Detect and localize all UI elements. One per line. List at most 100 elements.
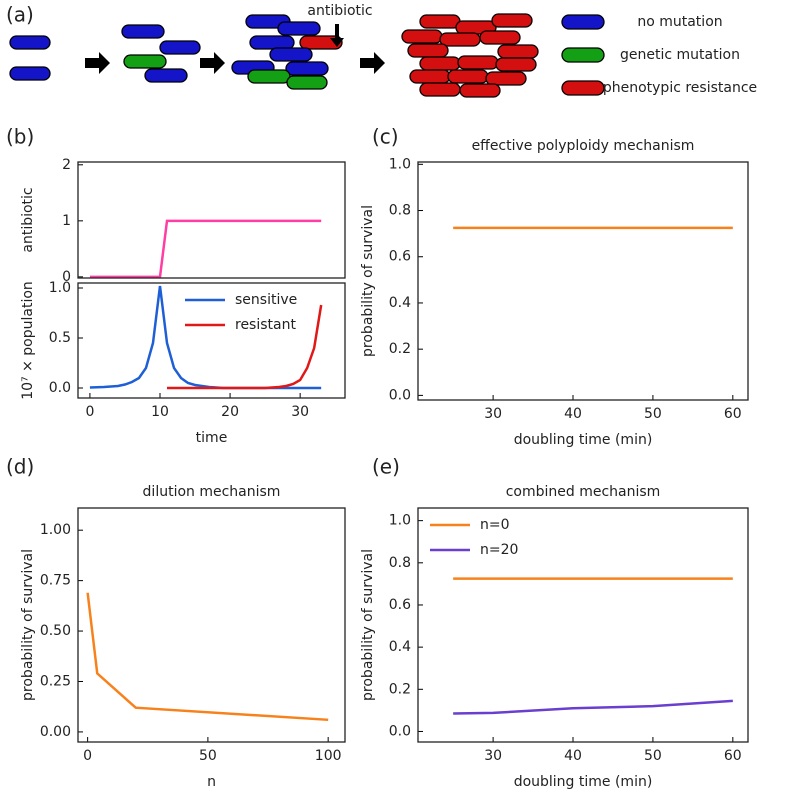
cell xyxy=(247,69,291,84)
x-axis-label: doubling time (min) xyxy=(514,774,653,790)
cell xyxy=(419,14,461,29)
x-tick-label: 20 xyxy=(221,404,239,420)
y-tick-label: 0.75 xyxy=(40,573,71,589)
y-axis-label: antibiotic xyxy=(20,187,36,252)
y-tick-label: 0.2 xyxy=(389,681,411,697)
x-tick-label: 30 xyxy=(291,404,309,420)
cell xyxy=(9,66,51,81)
y-tick-label: 1 xyxy=(62,213,71,229)
cell xyxy=(439,32,481,47)
x-axis-label: time xyxy=(196,430,228,446)
x-tick-label: 40 xyxy=(564,406,582,422)
chart-title: combined mechanism xyxy=(506,484,661,500)
y-axis-label: probability of survival xyxy=(360,205,376,357)
legend-label: n=0 xyxy=(480,517,510,533)
arrow xyxy=(85,52,110,74)
cell xyxy=(495,57,537,72)
x-tick-label: 0 xyxy=(83,748,92,764)
diagram: (a) antibiotic xyxy=(6,3,539,98)
x-tick-label: 0 xyxy=(85,404,94,420)
axes-frame xyxy=(417,161,749,401)
panel-label: (c) xyxy=(372,125,399,149)
data-line xyxy=(89,219,322,279)
y-axis-label: probability of survival xyxy=(360,549,376,701)
x-axis-label: doubling time (min) xyxy=(514,432,653,448)
x-tick-label: 50 xyxy=(644,748,662,764)
y-tick-label: 1.0 xyxy=(49,280,71,296)
x-tick-label: 50 xyxy=(644,406,662,422)
legend-swatch xyxy=(561,14,605,30)
data-line xyxy=(86,592,329,722)
legend-label: n=20 xyxy=(480,542,518,558)
x-tick-label: 60 xyxy=(724,406,742,422)
x-tick-label: 40 xyxy=(564,748,582,764)
cell xyxy=(249,35,295,50)
legend-swatch xyxy=(561,47,605,63)
axes-frame xyxy=(417,507,749,743)
x-tick-label: 10 xyxy=(151,404,169,420)
y-tick-label: 0.2 xyxy=(389,341,411,357)
y-tick-label: 1.00 xyxy=(40,522,71,538)
cell xyxy=(407,43,449,58)
data-line xyxy=(453,699,733,715)
cell xyxy=(457,55,499,70)
data-line xyxy=(167,304,323,390)
arrow-label: antibiotic xyxy=(307,3,372,19)
arrow xyxy=(330,24,344,47)
chart-title: dilution mechanism xyxy=(143,484,281,500)
axes-frame xyxy=(77,161,346,279)
legend-label: genetic mutation xyxy=(620,47,740,63)
legend-label: resistant xyxy=(235,317,296,333)
x-tick-label: 30 xyxy=(484,748,502,764)
y-tick-label: 0.8 xyxy=(389,555,411,571)
x-tick-label: 100 xyxy=(315,748,342,764)
y-tick-label: 0.0 xyxy=(389,723,411,739)
axes-frame xyxy=(77,507,346,743)
cell xyxy=(269,47,313,62)
panel-label: (d) xyxy=(6,455,34,479)
x-tick-label: 50 xyxy=(199,748,217,764)
y-tick-label: 0.25 xyxy=(40,673,71,689)
x-tick-label: 30 xyxy=(484,406,502,422)
data-line xyxy=(89,285,322,390)
cell xyxy=(9,35,51,50)
legend-label: sensitive xyxy=(235,292,297,308)
cell xyxy=(419,82,461,97)
cell xyxy=(479,30,521,45)
cell xyxy=(485,71,527,86)
y-tick-label: 2 xyxy=(62,157,71,173)
x-axis-label: n xyxy=(207,774,216,790)
y-tick-label: 0.4 xyxy=(389,295,411,311)
x-tick-label: 60 xyxy=(724,748,742,764)
cell xyxy=(497,44,539,59)
arrow xyxy=(360,52,385,74)
y-tick-label: 0.4 xyxy=(389,639,411,655)
cell xyxy=(277,21,321,36)
cell xyxy=(144,68,188,83)
y-tick-label: 0.50 xyxy=(40,623,71,639)
cell xyxy=(285,61,329,76)
cell xyxy=(491,13,533,28)
y-tick-label: 0.8 xyxy=(389,203,411,219)
legend-swatch xyxy=(561,80,605,96)
cell xyxy=(447,69,489,84)
panel-label: (b) xyxy=(6,125,34,149)
cell xyxy=(159,40,201,55)
y-tick-label: 0.6 xyxy=(389,249,411,265)
cell xyxy=(401,29,443,44)
y-axis-label: 10⁷ × population xyxy=(20,281,36,400)
cell xyxy=(419,56,461,71)
axes-frame xyxy=(77,282,346,399)
arrow xyxy=(200,52,225,74)
panel-label: (e) xyxy=(372,455,400,479)
y-tick-label: 0.6 xyxy=(389,597,411,613)
y-tick-label: 0.5 xyxy=(49,330,71,346)
y-axis-label: probability of survival xyxy=(20,549,36,701)
cell xyxy=(409,69,451,84)
legend-label: phenotypic resistance xyxy=(603,80,757,96)
y-tick-label: 0 xyxy=(62,269,71,285)
panel-label: (a) xyxy=(6,3,34,27)
legend-label: no mutation xyxy=(637,14,722,30)
cell xyxy=(459,83,501,98)
